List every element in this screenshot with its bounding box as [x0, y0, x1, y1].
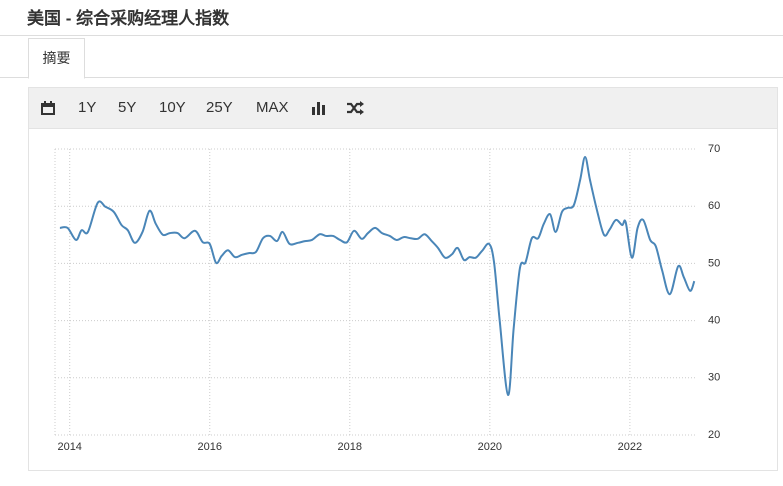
toolbar: 1Y 5Y 10Y 25Y MAX: [29, 88, 777, 129]
y-tick-label: 40: [708, 315, 720, 327]
divider: [0, 35, 783, 36]
range-button[interactable]: 1Y: [78, 99, 97, 116]
range-button[interactable]: 5Y: [118, 99, 137, 116]
x-tick-label: 2022: [618, 441, 642, 453]
divider: [0, 77, 783, 78]
y-tick-label: 70: [708, 143, 720, 155]
range-button[interactable]: 10Y: [159, 99, 186, 116]
x-tick-label: 2020: [478, 441, 502, 453]
range-button[interactable]: MAX: [256, 99, 289, 116]
y-tick-label: 50: [708, 257, 720, 269]
y-tick-label: 60: [708, 200, 720, 212]
x-tick-label: 2018: [338, 441, 362, 453]
range-button[interactable]: 25Y: [206, 99, 233, 116]
shuffle-icon[interactable]: [346, 101, 364, 115]
page-title: 美国 - 综合采购经理人指数: [27, 9, 230, 28]
y-tick-label: 20: [708, 429, 720, 441]
bar-chart-icon[interactable]: [311, 101, 326, 115]
tab[interactable]: 摘要: [28, 38, 85, 79]
chart-panel: 1Y 5Y 10Y 25Y MAX: [28, 87, 778, 471]
calendar-icon[interactable]: [40, 100, 56, 116]
y-tick-label: 30: [708, 372, 720, 384]
data-line: [59, 156, 696, 396]
x-tick-label: 2014: [57, 441, 81, 453]
x-tick-label: 2016: [198, 441, 222, 453]
